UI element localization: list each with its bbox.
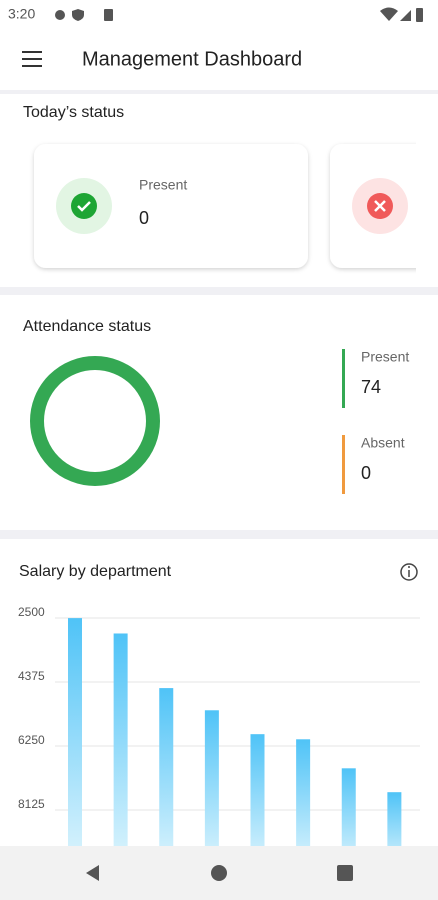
bar xyxy=(159,688,174,846)
legend-value: 0 xyxy=(361,463,371,483)
home-button[interactable] xyxy=(211,865,227,881)
info-button[interactable] xyxy=(400,563,418,581)
y-tick-label: 8125 xyxy=(18,797,45,811)
legend-swatch xyxy=(342,435,345,494)
divider xyxy=(0,530,438,539)
present-icon xyxy=(71,193,97,219)
scroll-edge xyxy=(416,140,438,275)
y-tick-label: 2500 xyxy=(18,605,45,619)
section-title: Today’s status xyxy=(23,104,124,121)
divider xyxy=(0,287,438,295)
y-tick-label: 6250 xyxy=(18,733,45,747)
app-title: Management Dashboard xyxy=(82,48,302,70)
bar xyxy=(341,768,356,846)
legend-label: Absent xyxy=(361,435,405,451)
bar xyxy=(204,710,219,846)
recents-button[interactable] xyxy=(337,865,353,881)
legend-swatch xyxy=(342,349,345,408)
divider xyxy=(0,90,438,94)
card-value: 0 xyxy=(139,208,149,228)
check xyxy=(77,201,91,212)
bar xyxy=(113,633,128,846)
section-title: Salary by department xyxy=(19,563,172,580)
bar xyxy=(296,739,311,846)
legend-label: Present xyxy=(361,349,409,365)
bar xyxy=(387,792,402,846)
status-time: 3:20 xyxy=(8,6,35,22)
menu-button[interactable] xyxy=(22,51,42,67)
status-icons xyxy=(55,7,423,22)
status-bar xyxy=(0,0,438,30)
legend-value: 74 xyxy=(361,377,381,397)
section-title: Attendance status xyxy=(23,318,151,335)
cross xyxy=(374,200,386,212)
status-card[interactable] xyxy=(34,144,308,268)
app-bar xyxy=(0,30,438,90)
bar xyxy=(250,734,265,846)
y-tick-label: 4375 xyxy=(18,669,45,683)
card-label: Present xyxy=(139,177,187,193)
bar xyxy=(68,618,82,846)
bar-plot: 2500 4375 6250 8125 xyxy=(18,605,420,846)
donut-segment xyxy=(30,356,160,486)
back-button[interactable] xyxy=(86,865,99,881)
